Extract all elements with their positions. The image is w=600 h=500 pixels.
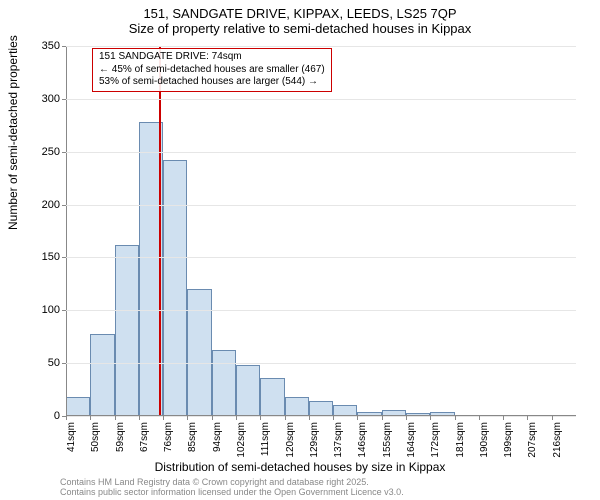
x-tick-mark [430, 416, 431, 420]
x-tick-label: 216sqm [552, 422, 563, 462]
annotation-line-2: ← 45% of semi-detached houses are smalle… [99, 64, 325, 77]
x-tick-label: 120sqm [285, 422, 296, 462]
gridline-y [66, 152, 576, 153]
property-marker-line [159, 46, 161, 416]
y-axis-line [66, 46, 67, 416]
histogram-bar [90, 334, 114, 416]
x-tick-mark [309, 416, 310, 420]
y-tick-label: 0 [30, 410, 60, 422]
x-tick-mark [115, 416, 116, 420]
x-tick-mark [406, 416, 407, 420]
x-axis-title: Distribution of semi-detached houses by … [0, 460, 600, 474]
x-tick-label: 190sqm [479, 422, 490, 462]
x-tick-label: 41sqm [66, 422, 77, 462]
x-tick-label: 76sqm [163, 422, 174, 462]
histogram-bar [115, 245, 139, 416]
x-tick-label: 111sqm [260, 422, 271, 462]
chart-title-sub: Size of property relative to semi-detach… [0, 21, 600, 36]
x-tick-mark [139, 416, 140, 420]
histogram-bar [260, 378, 284, 416]
x-tick-mark [503, 416, 504, 420]
y-tick-label: 350 [30, 40, 60, 52]
histogram-bar [163, 160, 187, 416]
y-tick-label: 50 [30, 357, 60, 369]
annotation-line-1: 151 SANDGATE DRIVE: 74sqm [99, 51, 325, 64]
footer-line-2: Contains public sector information licen… [60, 488, 404, 498]
y-axis-title: Number of semi-detached properties [6, 35, 20, 230]
x-tick-label: 94sqm [212, 422, 223, 462]
x-tick-mark [236, 416, 237, 420]
x-tick-mark [552, 416, 553, 420]
x-tick-mark [527, 416, 528, 420]
x-tick-mark [260, 416, 261, 420]
x-tick-label: 181sqm [455, 422, 466, 462]
y-tick-label: 150 [30, 251, 60, 263]
gridline-y [66, 363, 576, 364]
x-tick-mark [90, 416, 91, 420]
x-tick-label: 137sqm [333, 422, 344, 462]
y-tick-label: 100 [30, 304, 60, 316]
histogram-bar [66, 397, 90, 416]
gridline-y [66, 310, 576, 311]
x-tick-mark [455, 416, 456, 420]
x-tick-mark [357, 416, 358, 420]
x-tick-label: 50sqm [90, 422, 101, 462]
x-tick-mark [285, 416, 286, 420]
gridline-y [66, 46, 576, 47]
histogram-bar [285, 397, 309, 416]
gridline-y [66, 205, 576, 206]
gridline-y [66, 416, 576, 417]
x-tick-label: 207sqm [527, 422, 538, 462]
x-tick-label: 129sqm [309, 422, 320, 462]
x-tick-label: 172sqm [430, 422, 441, 462]
histogram-bar [187, 289, 211, 416]
y-tick-label: 300 [30, 93, 60, 105]
annotation-line-3: 53% of semi-detached houses are larger (… [99, 76, 325, 89]
annotation-box: 151 SANDGATE DRIVE: 74sqm ← 45% of semi-… [92, 48, 332, 92]
y-tick-label: 200 [30, 199, 60, 211]
x-tick-label: 199sqm [503, 422, 514, 462]
x-tick-label: 59sqm [115, 422, 126, 462]
histogram-bar [236, 365, 260, 416]
plot-area [66, 46, 576, 416]
y-tick-label: 250 [30, 146, 60, 158]
x-tick-label: 85sqm [187, 422, 198, 462]
x-tick-label: 146sqm [357, 422, 368, 462]
chart-title-main: 151, SANDGATE DRIVE, KIPPAX, LEEDS, LS25… [0, 0, 600, 21]
x-tick-label: 102sqm [236, 422, 247, 462]
histogram-bar [309, 401, 333, 416]
x-tick-mark [479, 416, 480, 420]
footer-attribution: Contains HM Land Registry data © Crown c… [60, 478, 404, 498]
gridline-y [66, 99, 576, 100]
x-tick-mark [187, 416, 188, 420]
x-tick-mark [333, 416, 334, 420]
x-tick-label: 155sqm [382, 422, 393, 462]
x-tick-mark [212, 416, 213, 420]
x-tick-label: 67sqm [139, 422, 150, 462]
chart-container: { "chart": { "type": "histogram", "title… [0, 0, 600, 500]
x-tick-label: 164sqm [406, 422, 417, 462]
x-tick-mark [163, 416, 164, 420]
x-tick-mark [66, 416, 67, 420]
histogram-bar [212, 350, 236, 416]
gridline-y [66, 257, 576, 258]
x-tick-mark [382, 416, 383, 420]
